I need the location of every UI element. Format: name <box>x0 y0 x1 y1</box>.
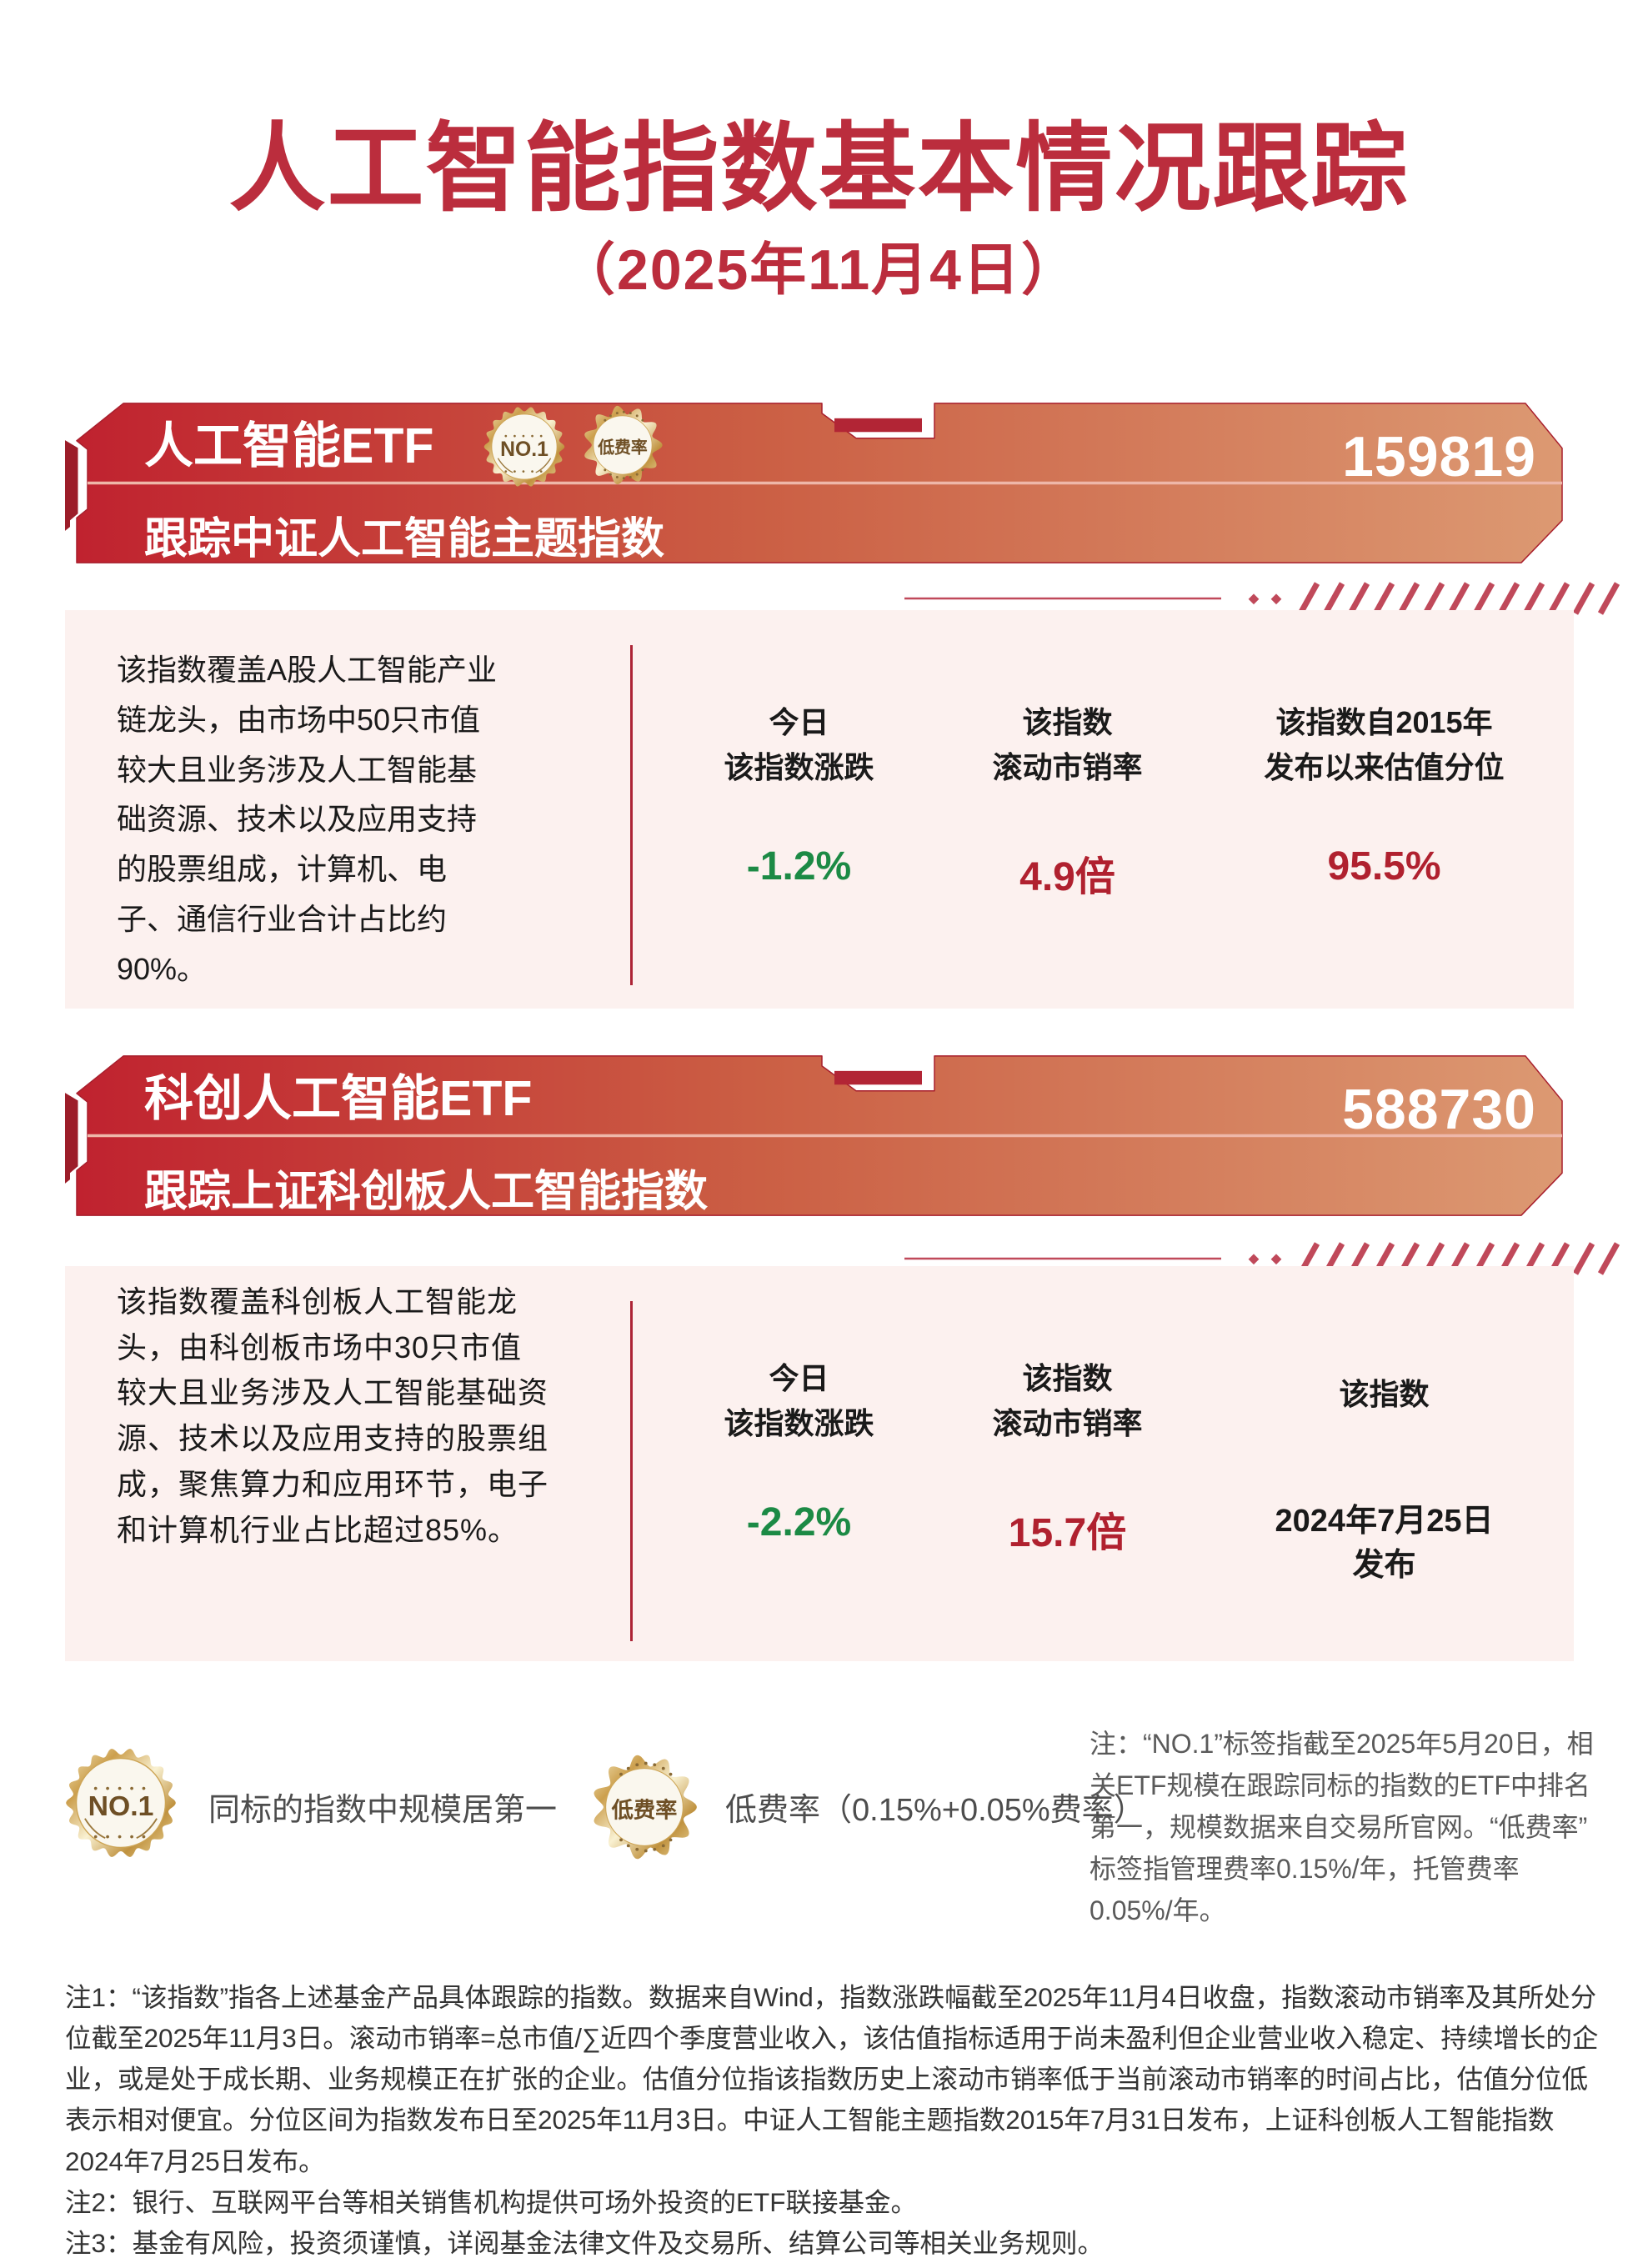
svg-text:低费率: 低费率 <box>597 438 648 457</box>
svg-text:低费率: 低费率 <box>611 1797 678 1822</box>
svg-text:NO.1: NO.1 <box>500 438 549 461</box>
svg-text:• • • • •: • • • • • <box>504 468 544 477</box>
svg-text:NO.1: NO.1 <box>88 1790 154 1822</box>
